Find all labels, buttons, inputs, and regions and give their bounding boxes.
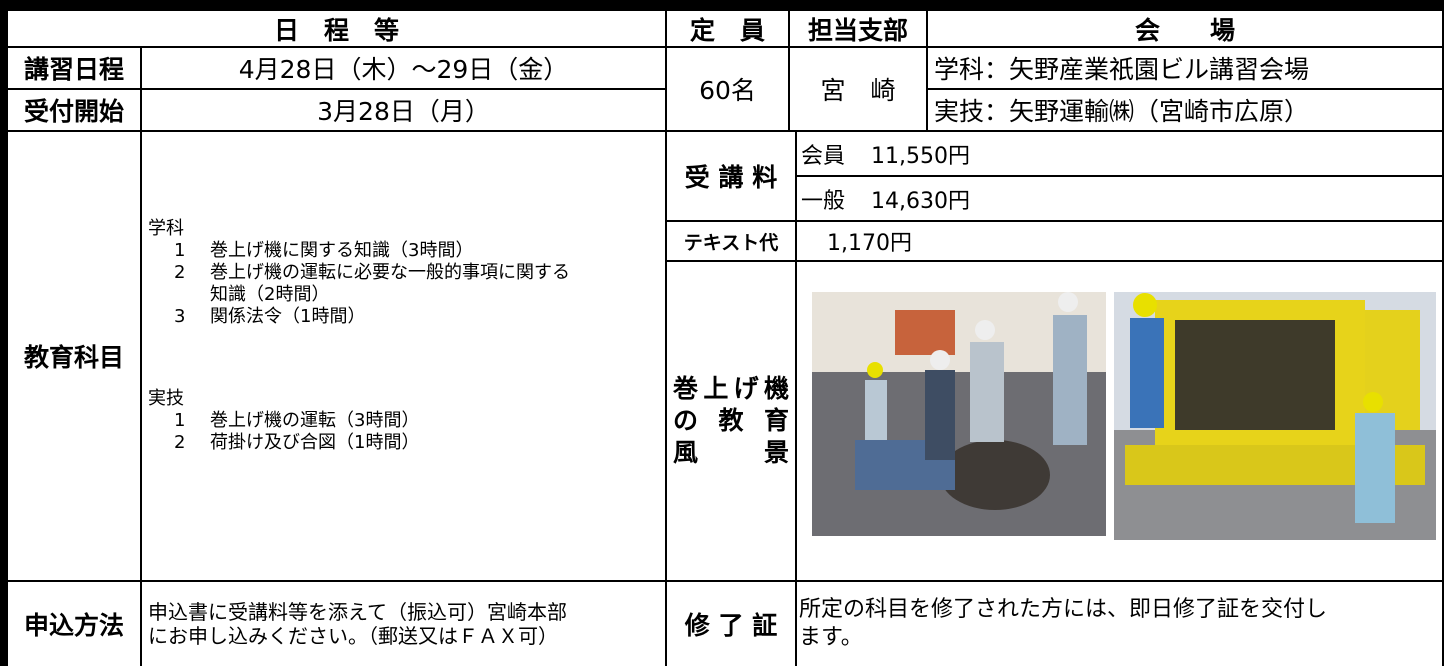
item-text: 関係法令（1時間） — [210, 306, 366, 327]
value-cell: 1,170円 — [795, 220, 1444, 262]
label-cell: 講習日程 — [6, 46, 142, 90]
scene-line: の 教 育 — [673, 406, 789, 435]
fee-label: 会員 — [801, 143, 846, 169]
photos — [812, 292, 1436, 540]
header-cell: 会 場 — [926, 9, 1444, 48]
text-line: 所定の科目を修了された方には、即日修了証を交付し — [799, 597, 1328, 622]
subject-heading: 実技 — [148, 388, 184, 409]
certificate-text: 所定の科目を修了された方には、即日修了証を交付し ます。 — [799, 596, 1327, 652]
header-text: 担当支部 — [807, 15, 908, 45]
item-number: 1 — [174, 410, 186, 431]
venue: 実技：矢野運輸㈱（宮崎市広原） — [934, 97, 1310, 126]
label-cell: 教育科目 — [6, 130, 142, 582]
fee-amount: 11,550円 — [871, 143, 970, 169]
item-text: 荷掛け及び合図（1時間） — [210, 432, 420, 453]
label-cell: 申込方法 — [6, 580, 142, 666]
header-cell: 日 程 等 — [6, 9, 667, 48]
subjects-list: 学科 1 巻上げ機に関する知識（3時間） 2 巻上げ機の運転に必要な一般的事項に関する知… — [148, 218, 570, 454]
venue-cell: 実技：矢野運輸㈱（宮崎市広原） — [926, 88, 1444, 132]
item-text: 巻上げ機の運転に必要な一般的事項に関する — [210, 262, 570, 283]
value-cell: 申込書に受講料等を添えて（振込可）宮崎本部 にお申し込みください。（郵送又はＦＡＸ… — [140, 580, 667, 666]
label: 受付開始 — [23, 97, 124, 126]
branch: 宮 崎 — [820, 76, 896, 105]
header-text: 定 員 — [689, 15, 765, 45]
value-cell: 所定の科目を修了された方には、即日修了証を交付し ます。 — [795, 580, 1444, 666]
fee-label: 一般 — [801, 188, 846, 214]
item-number: 2 — [174, 262, 186, 283]
text-line: ます。 — [799, 625, 863, 650]
subject-item: 2 荷掛け及び合図（1時間） — [148, 432, 570, 454]
label-cell: 修 了 証 — [665, 580, 797, 666]
photo — [812, 292, 1106, 536]
photo — [1114, 292, 1436, 540]
label: 教育科目 — [23, 343, 124, 372]
subject-heading: 学科 — [148, 218, 184, 239]
scene-line: 風 景 — [673, 438, 789, 467]
photo-cell — [795, 260, 1444, 582]
header-cell: 担当支部 — [788, 9, 928, 48]
label: テキスト代 — [683, 231, 779, 254]
label: 講習日程 — [23, 55, 124, 84]
item-number: 2 — [174, 432, 186, 453]
label-cell: テキスト代 — [665, 220, 797, 262]
text-line: 申込書に受講料等を添えて（振込可）宮崎本部 — [148, 600, 567, 624]
value-cell: 3月28日（月） — [140, 88, 667, 132]
scene-label: 巻上げ機の 教 育風 景 — [673, 373, 789, 469]
subject-item: 3 関係法令（1時間） — [148, 306, 570, 328]
label-cell: 受付開始 — [6, 88, 142, 132]
application-text: 申込書に受講料等を添えて（振込可）宮崎本部 にお申し込みください。（郵送又はＦＡＸ… — [148, 600, 567, 648]
text-line: にお申し込みください。（郵送又はＦＡＸ可） — [148, 624, 558, 648]
fee-cell: 会員 11,550円 — [795, 130, 1444, 177]
item-text-continued: 知識（2時間） — [210, 284, 330, 305]
spacer — [148, 328, 570, 388]
subject-item: 1 巻上げ機の運転（3時間） — [148, 410, 570, 432]
value: 3月28日（月） — [317, 97, 490, 126]
header-text: 会 場 — [1134, 15, 1235, 45]
subject-item: 1 巻上げ機に関する知識（3時間） — [148, 240, 570, 262]
header-text: 日 程 等 — [273, 15, 399, 45]
venue: 学科：矢野産業祇園ビル講習会場 — [934, 55, 1310, 84]
item-text: 巻上げ機に関する知識（3時間） — [210, 240, 474, 261]
left-border — [0, 0, 7, 666]
label-cell: 受 講 料 — [665, 130, 797, 222]
venue-cell: 学科：矢野産業祇園ビル講習会場 — [926, 46, 1444, 90]
label: 修 了 証 — [684, 611, 778, 640]
label: 申込方法 — [23, 611, 124, 640]
subject-item: 2 巻上げ機の運転に必要な一般的事項に関する — [148, 262, 570, 284]
item-text: 巻上げ機の運転（3時間） — [210, 410, 420, 431]
header-cell: 定 員 — [665, 9, 790, 48]
value: 1,170円 — [827, 231, 912, 256]
item-number: 1 — [174, 240, 186, 261]
label: 受 講 料 — [684, 163, 778, 192]
fee-amount: 14,630円 — [871, 188, 970, 214]
fee-cell: 一般 14,630円 — [795, 175, 1444, 222]
item-number: 3 — [174, 306, 186, 327]
capacity: 60名 — [699, 76, 756, 105]
subjects-cell: 学科 1 巻上げ機に関する知識（3時間） 2 巻上げ機の運転に必要な一般的事項に関する知… — [140, 130, 667, 582]
scene-line: 巻上げ機 — [673, 374, 789, 403]
capacity-cell: 60名 — [665, 46, 790, 132]
branch-cell: 宮 崎 — [788, 46, 928, 132]
value: 4月28日（木）～29日（金） — [238, 55, 569, 84]
top-border — [0, 0, 1444, 9]
value-cell: 4月28日（木）～29日（金） — [140, 46, 667, 90]
label-cell: 巻上げ機の 教 育風 景 — [665, 260, 797, 582]
